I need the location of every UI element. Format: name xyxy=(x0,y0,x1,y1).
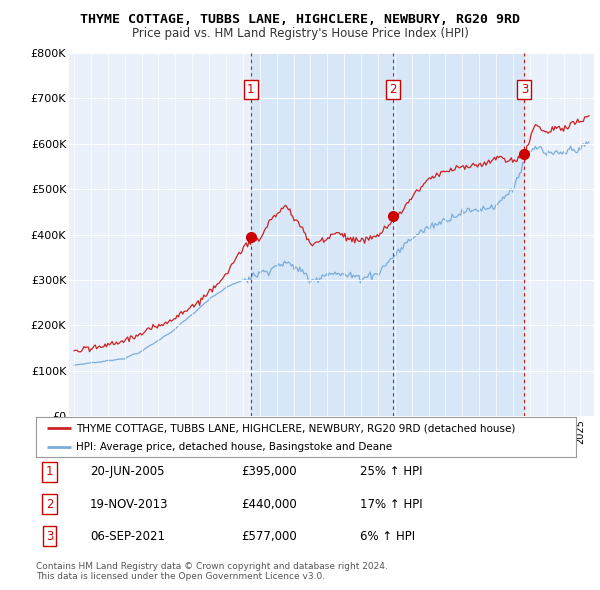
Text: 1: 1 xyxy=(46,466,53,478)
Text: 2: 2 xyxy=(46,497,53,510)
Text: 1: 1 xyxy=(247,83,254,96)
Text: 25% ↑ HPI: 25% ↑ HPI xyxy=(360,466,422,478)
Bar xyxy=(251,53,524,416)
Text: £395,000: £395,000 xyxy=(241,466,297,478)
Text: 20-JUN-2005: 20-JUN-2005 xyxy=(90,466,164,478)
Text: 2: 2 xyxy=(389,83,397,96)
Text: £577,000: £577,000 xyxy=(241,530,297,543)
Text: 17% ↑ HPI: 17% ↑ HPI xyxy=(360,497,422,510)
Text: 06-SEP-2021: 06-SEP-2021 xyxy=(90,530,165,543)
Text: THYME COTTAGE, TUBBS LANE, HIGHCLERE, NEWBURY, RG20 9RD (detached house): THYME COTTAGE, TUBBS LANE, HIGHCLERE, NE… xyxy=(77,424,516,434)
Text: 3: 3 xyxy=(46,530,53,543)
Text: 19-NOV-2013: 19-NOV-2013 xyxy=(90,497,169,510)
Text: 3: 3 xyxy=(521,83,528,96)
Text: £440,000: £440,000 xyxy=(241,497,297,510)
Text: 6% ↑ HPI: 6% ↑ HPI xyxy=(360,530,415,543)
Text: Contains HM Land Registry data © Crown copyright and database right 2024.
This d: Contains HM Land Registry data © Crown c… xyxy=(36,562,388,581)
Text: Price paid vs. HM Land Registry's House Price Index (HPI): Price paid vs. HM Land Registry's House … xyxy=(131,27,469,40)
Text: THYME COTTAGE, TUBBS LANE, HIGHCLERE, NEWBURY, RG20 9RD: THYME COTTAGE, TUBBS LANE, HIGHCLERE, NE… xyxy=(80,13,520,26)
Text: HPI: Average price, detached house, Basingstoke and Deane: HPI: Average price, detached house, Basi… xyxy=(77,442,392,452)
